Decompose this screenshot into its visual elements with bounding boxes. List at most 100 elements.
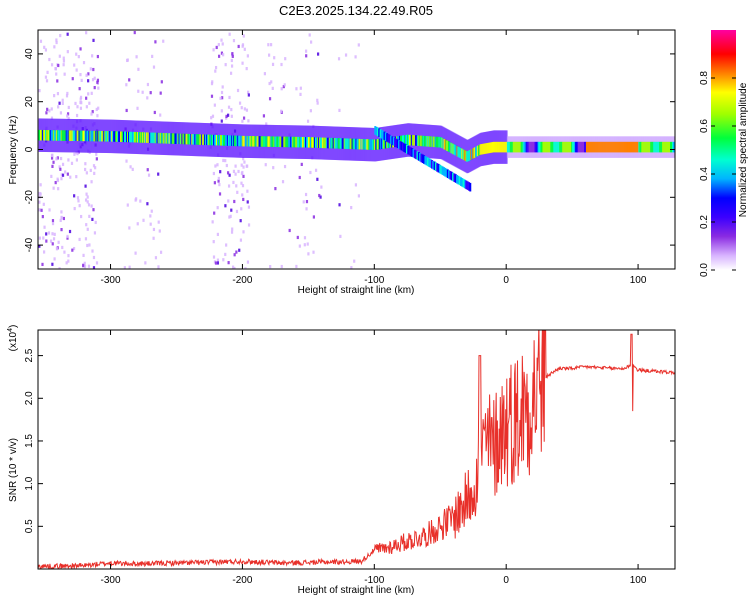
spectrogram-ridge-core <box>165 133 168 144</box>
spectrogram-ridge-core <box>513 141 516 153</box>
spectrogram-ridge-core <box>596 141 599 153</box>
spectrogram-noise-cell <box>60 228 63 232</box>
spectrogram-ridge-core <box>439 137 442 148</box>
spectrogram-ridge-core <box>516 141 519 153</box>
spectrogram-noise-cell <box>125 108 128 113</box>
spectrogram-ridge-core <box>562 141 565 153</box>
spectrogram-ridge-core <box>470 149 473 160</box>
spectrogram-ridge-core <box>490 142 492 153</box>
spectrogram-ridge-core <box>640 141 643 153</box>
spectrogram-ridge-core <box>665 141 668 153</box>
spectrogram-noise-cell <box>298 175 301 180</box>
spectrogram-ridge-core <box>134 131 137 143</box>
spectrogram-ridge-core <box>317 137 320 148</box>
y-tick-label: -40 <box>24 237 35 252</box>
spectrogram-y-ticks: -40 -20 0 20 40 <box>24 48 675 252</box>
spectrogram-noise-cell <box>56 177 59 181</box>
spectrogram-ridge-core <box>341 138 344 149</box>
spectrogram-branch-cell <box>398 140 401 149</box>
spectrogram-noise-cell <box>309 170 312 175</box>
spectrogram-ridge-core <box>493 141 495 153</box>
spectrogram-noise-cell <box>53 94 56 98</box>
spectrogram-noise-cell <box>219 96 222 100</box>
spectrogram-ridge-core <box>670 141 672 153</box>
spectrogram-noise-cell <box>146 82 150 87</box>
spectrogram-noise-cell <box>316 98 319 102</box>
spectrogram-branch-cell <box>452 172 455 182</box>
spectrogram-ridge-core <box>540 141 543 153</box>
spectrogram-branch-cell <box>427 157 430 167</box>
spectrogram-branch-cell <box>413 149 416 159</box>
spectrogram-noise-cell <box>59 156 63 161</box>
spectrogram-ridge-core <box>120 131 122 142</box>
spectrogram-ridge-core <box>97 130 100 142</box>
spectrogram-noise-cell <box>92 164 96 168</box>
spectrogram-ridge-core <box>619 141 622 153</box>
spectrogram-ridge-core <box>437 136 440 148</box>
spectrogram-ridge-core <box>52 130 55 141</box>
spectrogram-noise-cell <box>225 163 228 168</box>
spectrogram-ridge-core <box>184 133 187 145</box>
spectrogram-ridge-core <box>104 130 107 142</box>
spectrogram-ridge-core <box>302 136 304 148</box>
spectrogram-ridge-core <box>671 141 673 153</box>
spectrogram-noise-cell <box>61 98 64 102</box>
spectrogram-noise-cell <box>312 215 316 219</box>
spectrogram-ridge-core <box>522 141 525 153</box>
spectrogram-ridge-core <box>188 133 191 145</box>
spectrogram-noise-cell <box>230 114 233 118</box>
spectrogram-noise-cell <box>58 267 61 269</box>
spectrogram-noise-cell <box>269 43 273 47</box>
spectrogram-noise-cell <box>96 80 99 84</box>
spectrogram-noise-cell <box>52 237 56 241</box>
spectrogram-noise-cell <box>210 116 213 120</box>
spectrogram-ridge-core <box>221 135 224 146</box>
spectrogram-ridge-core <box>285 136 288 148</box>
spectrogram-noise-cell <box>231 265 235 269</box>
spectrogram-ridge-core <box>259 136 262 147</box>
spectrogram-ridge-core <box>247 135 250 147</box>
spectrogram-ridge-core <box>331 137 334 149</box>
spectrogram-noise-cell <box>53 45 56 49</box>
spectrogram-branch-cell <box>469 182 472 192</box>
spectrogram-ridge-core <box>168 133 171 144</box>
spectrogram-noise-cell <box>225 116 228 120</box>
y-tick-label: 0 <box>24 146 35 152</box>
spectrogram-ridge-core <box>365 139 368 150</box>
spectrogram-ridge-core <box>440 137 443 148</box>
spectrogram-branch-cell <box>417 152 420 161</box>
spectrogram-ridge-core <box>530 141 533 153</box>
spectrogram-ridge-core <box>527 141 530 153</box>
spectrogram-ridge-core <box>635 141 638 153</box>
spectrogram-noise-cell <box>69 175 72 179</box>
spectrogram-branch-cell <box>407 145 410 155</box>
spectrogram-ridge-core <box>362 139 365 150</box>
spectrogram-ridge-core <box>357 138 360 150</box>
spectrogram-ridge-core <box>355 138 358 150</box>
spectrogram-ridge-core <box>622 141 625 153</box>
spectrogram-ridge-core <box>185 133 188 145</box>
spectrogram-ridge-core <box>178 133 181 145</box>
spectrogram-noise-cell <box>57 63 60 68</box>
spectrogram-noise-cell <box>51 219 55 223</box>
x-tick-label: 0 <box>503 275 509 286</box>
spectrogram-branch-cell <box>466 181 469 190</box>
spectrogram-ridge-core <box>656 141 659 153</box>
spectrogram-noise-cell <box>50 174 53 179</box>
spectrogram-ridge-core <box>577 141 579 153</box>
spectrogram-noise-cell <box>66 32 69 36</box>
spectrogram-ridge-core <box>371 139 374 150</box>
spectrogram-ridge-core <box>187 133 190 145</box>
spectrogram-ridge-core <box>203 134 206 145</box>
spectrogram-noise-cell <box>214 164 217 168</box>
spectrogram-ridge-core <box>449 142 452 153</box>
spectrogram-noise-cell <box>241 184 245 188</box>
spectrogram-noise-cell <box>67 259 70 263</box>
spectrogram-ridge-core <box>328 137 331 149</box>
spectrogram-ridge-core <box>526 141 529 153</box>
spectrogram-noise-cell <box>59 111 63 115</box>
spectrogram-noise-cell <box>318 193 321 198</box>
spectrogram-ridge-core <box>566 141 569 153</box>
spectrogram-noise-cell <box>91 54 94 58</box>
